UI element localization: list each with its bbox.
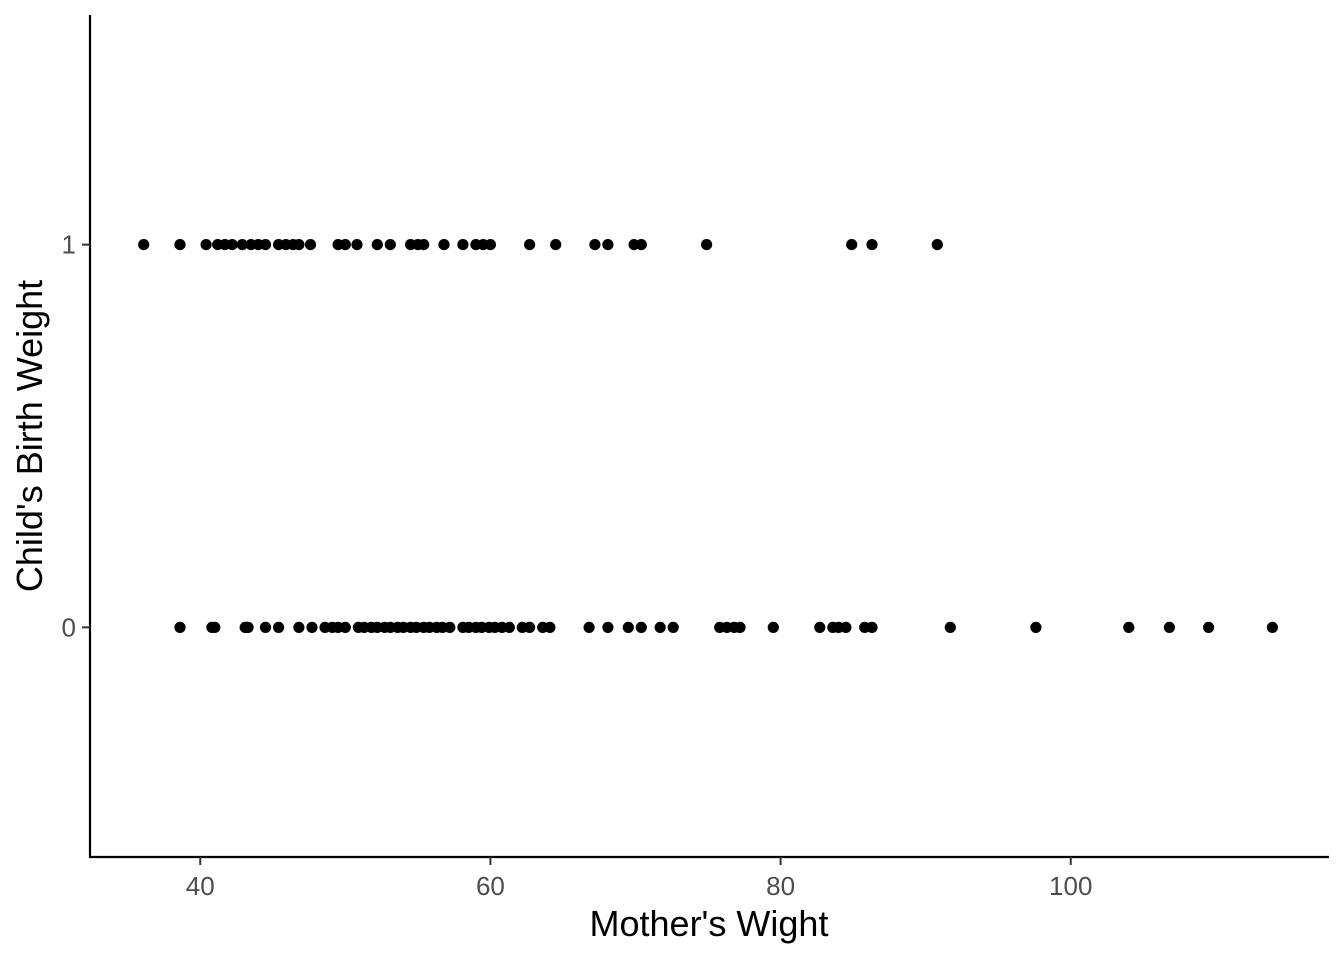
data-point bbox=[622, 621, 634, 634]
data-point bbox=[1123, 621, 1135, 634]
data-point bbox=[242, 621, 254, 634]
data-point bbox=[174, 239, 186, 251]
data-point bbox=[654, 621, 666, 634]
data-point bbox=[174, 621, 186, 634]
data-point bbox=[544, 621, 556, 634]
data-point bbox=[200, 239, 212, 251]
data-point bbox=[384, 239, 396, 251]
data-point bbox=[293, 239, 305, 251]
data-point bbox=[339, 621, 351, 634]
data-point bbox=[306, 621, 318, 634]
data-point bbox=[259, 621, 272, 634]
data-point bbox=[418, 239, 430, 251]
data-point bbox=[503, 621, 515, 634]
data-point bbox=[550, 239, 562, 251]
axes bbox=[88, 15, 1329, 859]
data-point bbox=[351, 239, 363, 251]
data-point bbox=[635, 621, 647, 634]
data-point bbox=[931, 239, 943, 251]
data-point bbox=[259, 239, 272, 251]
x-axis-title: Mother's Wight bbox=[590, 903, 829, 944]
data-point bbox=[767, 621, 779, 634]
data-point bbox=[583, 621, 595, 634]
data-point bbox=[438, 239, 450, 251]
y-axis-ticks: 01 bbox=[62, 230, 90, 642]
data-point bbox=[484, 239, 496, 251]
data-point bbox=[138, 239, 150, 251]
data-point bbox=[457, 239, 469, 251]
x-tick-label: 60 bbox=[476, 871, 505, 901]
data-point bbox=[701, 239, 713, 251]
data-point bbox=[589, 239, 601, 251]
data-point bbox=[944, 621, 956, 634]
data-point bbox=[339, 239, 351, 251]
data-point bbox=[226, 239, 238, 251]
data-point bbox=[814, 621, 826, 634]
data-point bbox=[846, 239, 858, 251]
data-points bbox=[138, 239, 1278, 634]
data-point bbox=[209, 621, 221, 634]
y-tick-label: 1 bbox=[62, 230, 76, 260]
data-point bbox=[734, 621, 746, 634]
y-tick-label: 0 bbox=[62, 612, 76, 642]
data-point bbox=[840, 621, 852, 634]
data-point bbox=[524, 621, 536, 634]
data-point bbox=[635, 239, 647, 251]
data-point bbox=[236, 239, 248, 251]
data-point bbox=[602, 239, 614, 251]
data-point bbox=[1163, 621, 1175, 634]
data-point bbox=[304, 239, 317, 251]
data-point bbox=[524, 239, 536, 251]
data-point bbox=[1266, 621, 1278, 634]
data-point bbox=[444, 621, 456, 634]
y-axis-title: Child's Birth Weight bbox=[9, 280, 50, 592]
x-tick-label: 40 bbox=[186, 871, 215, 901]
data-point bbox=[273, 621, 285, 634]
data-point bbox=[293, 621, 305, 634]
data-point bbox=[866, 621, 878, 634]
data-point bbox=[667, 621, 679, 634]
data-point bbox=[866, 239, 878, 251]
data-point bbox=[602, 621, 614, 634]
data-point bbox=[371, 239, 383, 251]
x-tick-label: 100 bbox=[1049, 871, 1092, 901]
data-point bbox=[1203, 621, 1215, 634]
data-point bbox=[1030, 621, 1042, 634]
x-axis-ticks: 40 60 80 100 bbox=[186, 857, 1092, 901]
x-tick-label: 80 bbox=[766, 871, 795, 901]
